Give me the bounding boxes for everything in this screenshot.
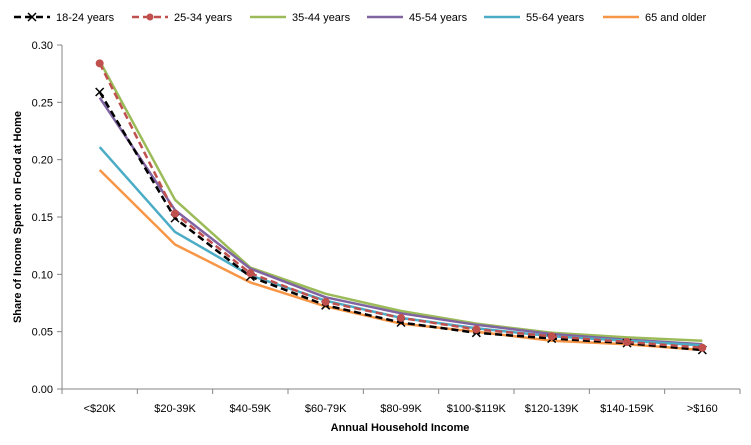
data-point	[246, 269, 255, 278]
y-tick-label: 0.15	[32, 212, 53, 224]
y-tick-label: 0.00	[32, 384, 53, 396]
series-layer	[95, 59, 707, 355]
y-tick-label: 0.20	[32, 155, 53, 167]
legend-item: 35-44 years	[250, 12, 351, 24]
data-point	[95, 59, 104, 68]
legend-label: 35-44 years	[292, 12, 351, 24]
series-line	[98, 62, 703, 349]
y-tick-label: 0.10	[32, 269, 53, 281]
x-axis-title: Annual Household Income	[331, 422, 470, 434]
data-point	[171, 209, 179, 218]
series-45-54-years	[98, 97, 703, 346]
x-tick-label: <$20K	[84, 403, 117, 415]
x-tick-label: $120-139K	[525, 403, 579, 415]
data-point	[397, 313, 405, 322]
legend-label: 65 and older	[645, 12, 706, 24]
legend-label: 25-34 years	[174, 12, 233, 24]
y-axis-title: Share of Income Spent on Food at Home	[12, 111, 24, 323]
legend-item: 45-54 years	[367, 12, 468, 24]
y-tick-label: 0.25	[32, 97, 53, 109]
x-tick-label: $100-$119K	[447, 403, 507, 415]
x-tick-label: $20-39K	[154, 403, 196, 415]
series-line	[98, 97, 703, 346]
legend-label: 45-54 years	[409, 12, 468, 24]
legend-label: 55-64 years	[526, 12, 585, 24]
data-point	[547, 332, 556, 341]
series-25-34-years	[95, 59, 707, 352]
legend-marker	[27, 12, 37, 22]
y-tick-label: 0.05	[32, 327, 53, 339]
x-tick-label: $140-159K	[600, 403, 654, 415]
x-tick-label: $60-79K	[305, 403, 347, 415]
legend-item: 18-24 years	[14, 12, 115, 24]
y-tick-label: 0.30	[32, 40, 53, 52]
data-point	[321, 297, 330, 306]
data-point	[623, 337, 631, 346]
legend: 18-24 years 25-34 years 35-44 years 45-54 y…	[14, 12, 706, 24]
data-point	[698, 343, 707, 352]
legend-item: 65 and older	[603, 12, 706, 24]
legend-label: 18-24 years	[56, 12, 115, 24]
legend-item: 55-64 years	[484, 12, 585, 24]
x-tick-label: $40-59K	[230, 403, 272, 415]
data-point	[95, 87, 105, 97]
legend-item: 25-34 years	[132, 12, 233, 24]
data-point	[472, 325, 481, 334]
series-35-44-years	[98, 60, 703, 343]
x-tick-label: >$160	[687, 403, 718, 415]
legend-marker	[146, 13, 154, 21]
x-tick-label: $80-99K	[380, 403, 422, 415]
series-line	[98, 60, 703, 343]
chart-axes: 0.00 0.05 0.10 0.15 0.20 0.25 0.30 <$20K $20-39K…	[32, 40, 741, 415]
